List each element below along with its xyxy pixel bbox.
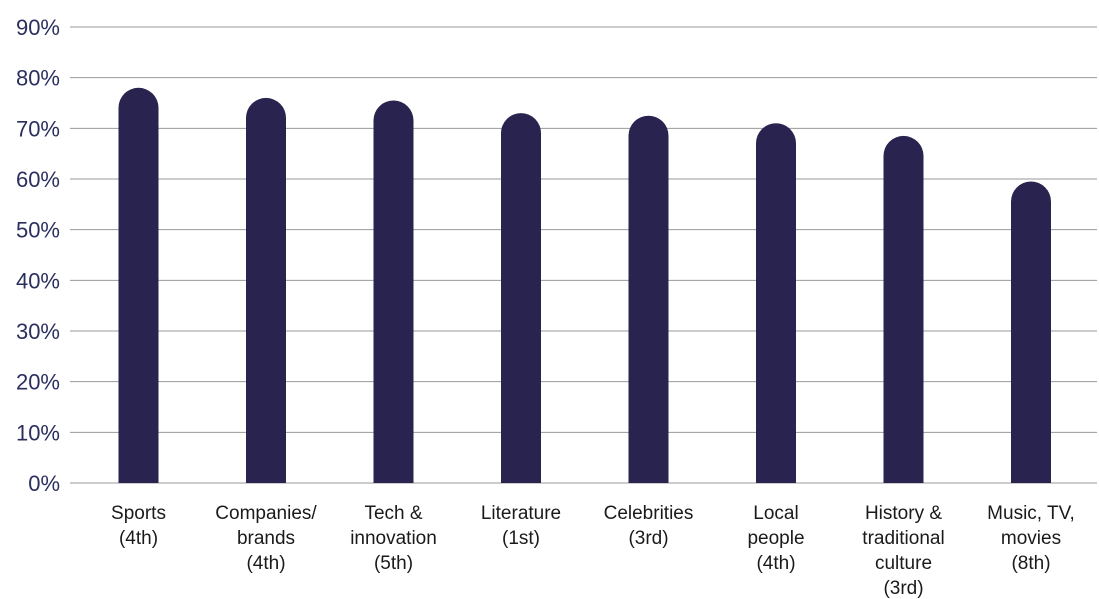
y-tick-label: 70%	[16, 116, 60, 141]
x-category-label-line: Celebrities	[604, 503, 694, 524]
x-category-label-line: Tech &	[364, 503, 422, 524]
bar	[628, 115, 669, 484]
y-axis-tick-labels: 0% 10% 20% 30% 40% 50% 60% 70% 80% 90%	[16, 15, 60, 496]
y-tick-label: 90%	[16, 15, 60, 40]
x-category-label: Literature (1st)	[481, 503, 561, 549]
bar	[883, 135, 924, 483]
x-category-label-line: Literature	[481, 503, 561, 524]
x-category-label-line: Music, TV,	[987, 503, 1075, 524]
y-tick-label: 80%	[16, 66, 60, 91]
y-tick-label: 50%	[16, 218, 60, 243]
bar	[246, 97, 286, 483]
x-category-label-line: Sports	[111, 503, 166, 524]
bar	[373, 100, 414, 483]
y-tick-label: 60%	[16, 167, 60, 192]
bar	[756, 123, 796, 484]
x-category-label-line: (8th)	[1011, 553, 1050, 574]
x-category-label-line: (3rd)	[883, 578, 923, 599]
x-category-label-line: (5th)	[374, 553, 413, 574]
x-category-label-line: (1st)	[502, 528, 540, 549]
y-tick-label: 10%	[16, 420, 60, 445]
bar	[501, 113, 541, 483]
y-tick-label: 30%	[16, 319, 60, 344]
bar	[118, 87, 159, 484]
x-axis-category-labels: Sports (4th) Companies/brands (4th) Tech & in…	[111, 503, 1075, 599]
x-category-label-line: traditional	[862, 528, 944, 549]
x-category-label: Music, TV, movies (8th)	[987, 503, 1075, 574]
bar	[1011, 181, 1051, 484]
x-category-label: Companies/brands (4th)	[215, 503, 317, 574]
y-tick-label: 20%	[16, 370, 60, 395]
y-tick-label: 40%	[16, 268, 60, 293]
x-category-label-line: Companies/	[215, 503, 317, 524]
x-category-label-line: culture	[875, 553, 932, 574]
x-category-label-line: (4th)	[756, 553, 795, 574]
bars	[118, 87, 1051, 484]
x-category-label-line: innovation	[350, 528, 437, 549]
x-category-label: Celebrities (3rd)	[604, 503, 694, 549]
x-category-label-line: (4th)	[119, 528, 158, 549]
x-category-label: Sports (4th)	[111, 503, 166, 549]
x-category-label-line: people	[747, 528, 804, 549]
x-category-label-line: movies	[1001, 528, 1061, 549]
x-category-label-line: History &	[865, 503, 942, 524]
x-category-label-line: (4th)	[246, 553, 285, 574]
x-category-label: Tech & innovation (5th)	[350, 503, 437, 574]
gridlines	[70, 26, 1097, 484]
x-category-label-line: brands	[237, 528, 295, 549]
x-category-label-line: (3rd)	[628, 528, 668, 549]
x-category-label-line: Local	[753, 503, 798, 524]
y-tick-label: 0%	[28, 471, 60, 496]
x-category-label: Local people (4th)	[747, 503, 804, 574]
x-category-label: History & traditional culture (3rd)	[862, 503, 944, 599]
